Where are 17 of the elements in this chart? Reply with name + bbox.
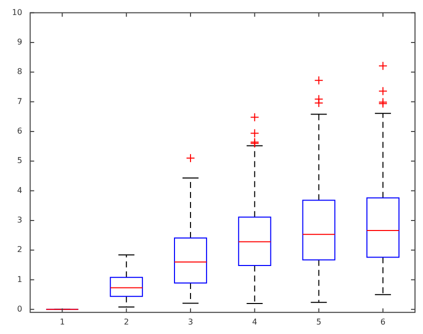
x-tick-label: 4 [252,317,258,326]
y-tick-label: 8 [17,67,22,76]
y-tick-label: 3 [17,216,22,225]
y-tick-label: 9 [17,38,22,47]
y-tick-label: 6 [17,126,22,136]
y-tick-label: 4 [17,186,22,195]
x-tick-label: 6 [380,317,386,326]
x-tick-label: 5 [316,317,322,326]
y-tick-label: 5 [17,156,22,166]
y-tick-label: 0 [17,304,22,314]
y-tick-label: 10 [12,8,22,17]
x-tick-label: 2 [124,317,129,326]
x-tick-label: 1 [60,317,65,326]
y-tick-label: 7 [17,96,22,106]
y-tick-label: 2 [17,245,22,254]
y-tick-label: 1 [17,274,22,284]
x-tick-label: 3 [188,317,194,326]
